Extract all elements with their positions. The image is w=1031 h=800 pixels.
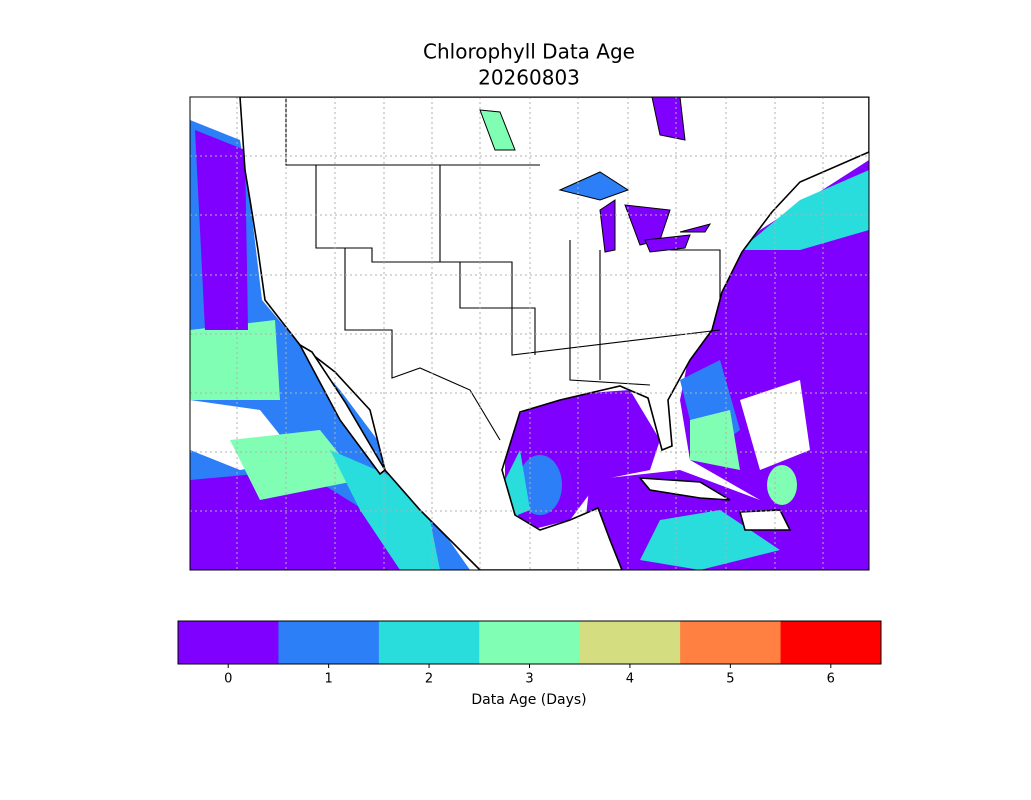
tick-label: 3 bbox=[525, 672, 533, 687]
color-segment bbox=[178, 621, 279, 664]
tick-label: 4 bbox=[626, 672, 634, 687]
tick-label: 5 bbox=[726, 672, 734, 687]
tick-label: 1 bbox=[325, 672, 333, 687]
color-segment bbox=[479, 621, 581, 664]
tick-label: 0 bbox=[224, 672, 232, 687]
map-title: Chlorophyll Data Age bbox=[423, 40, 635, 64]
color-segment bbox=[680, 621, 782, 664]
colorbar-frame bbox=[177, 620, 882, 665]
color-segment bbox=[579, 621, 681, 664]
map bbox=[189, 96, 870, 571]
color-segment bbox=[278, 621, 380, 664]
colorbar-label: Data Age (Days) bbox=[471, 692, 586, 708]
map-subtitle: 20260803 bbox=[478, 66, 580, 90]
tick-label: 6 bbox=[827, 672, 835, 687]
tick-label: 2 bbox=[425, 672, 433, 687]
color-segment bbox=[378, 621, 480, 664]
color-segment bbox=[780, 621, 882, 664]
colorbar: 0 1 2 3 4 5 6 bbox=[177, 620, 882, 687]
